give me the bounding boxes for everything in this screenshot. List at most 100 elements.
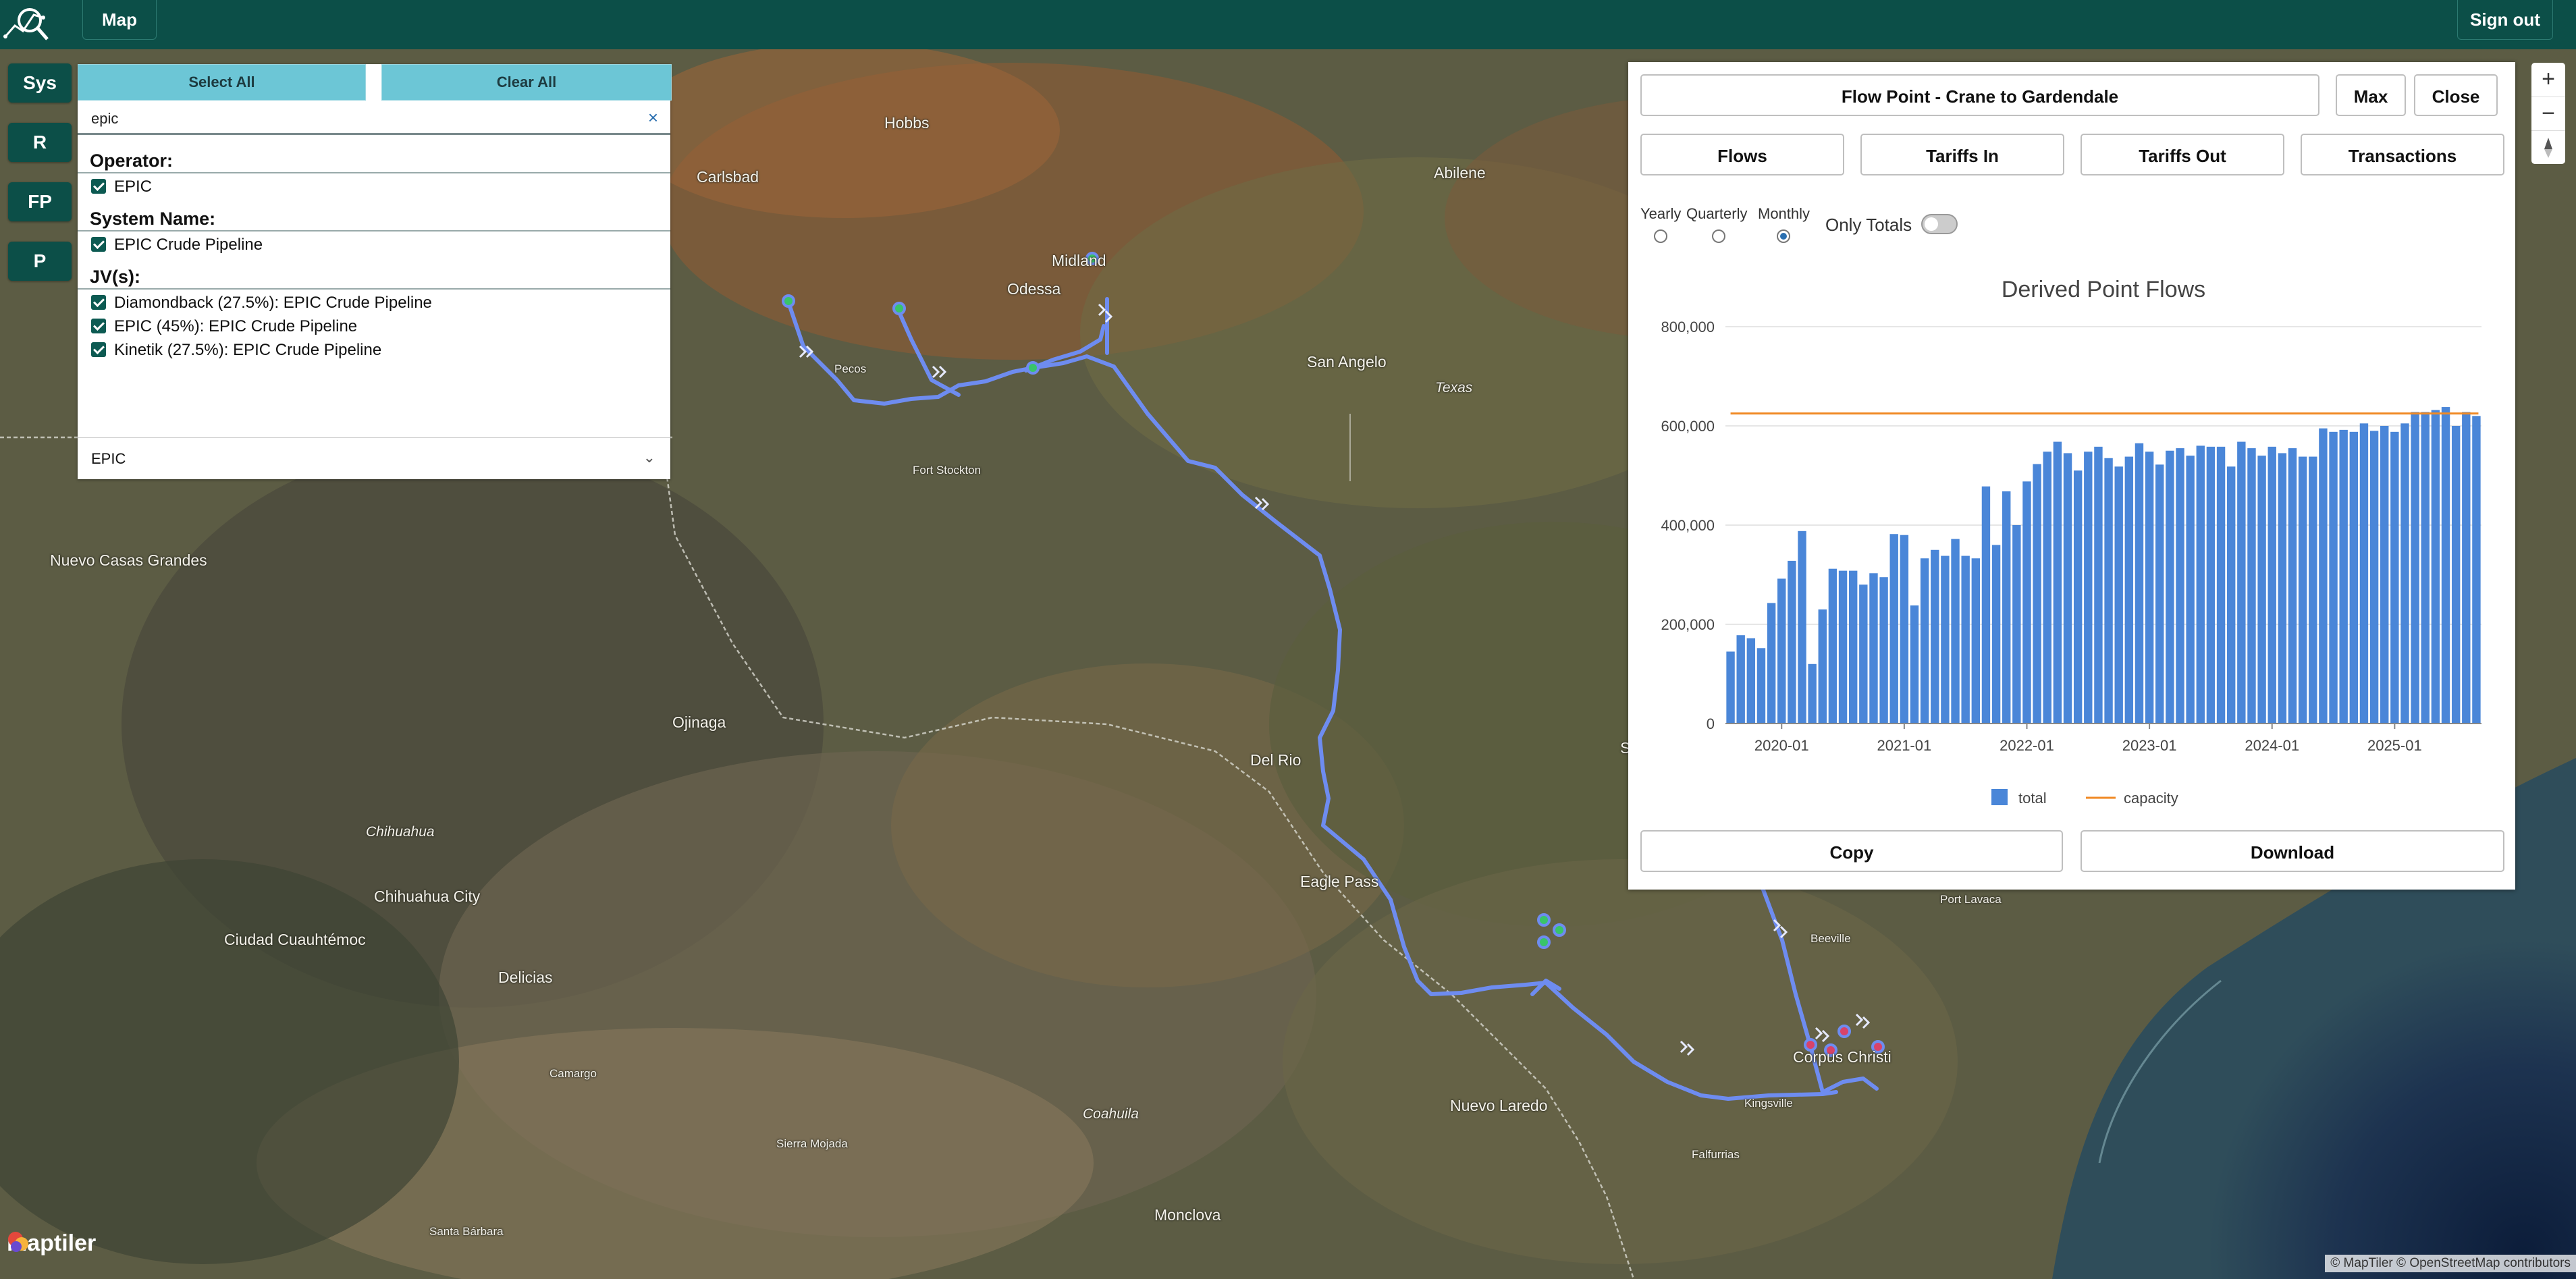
zoom-in-button[interactable]: + [2531, 63, 2565, 97]
system-divider [78, 230, 670, 232]
city-label-del-rio: Del Rio [1250, 751, 1302, 769]
checkbox-checked[interactable] [91, 319, 106, 333]
operator-divider [78, 172, 670, 173]
operator-item-label: EPIC [114, 178, 153, 196]
zoom-out-button[interactable]: − [2531, 97, 2565, 130]
app-logo-icon[interactable] [3, 3, 51, 46]
bar [2033, 464, 2041, 724]
jv-item-epic[interactable]: EPIC (45%): EPIC Crude Pipeline [91, 317, 357, 336]
city-label-monclova: Monclova [1154, 1206, 1221, 1224]
pipeline-nodes[interactable] [782, 252, 1885, 1057]
checkbox-checked[interactable] [91, 295, 106, 310]
bar [2472, 416, 2481, 724]
clear-search-icon[interactable]: × [647, 107, 658, 128]
y-tick-label: 0 [1707, 715, 1715, 732]
bar [2329, 431, 2338, 724]
map-canvas[interactable]: Hobbs Carlsbad Abilene Midland Odessa Pe… [0, 49, 2576, 1279]
bar [2441, 407, 2450, 724]
compass-button[interactable] [2531, 130, 2565, 164]
bar [1788, 560, 1796, 724]
top-bar: Map Sign out [0, 0, 2576, 49]
city-label-pecos: Pecos [834, 362, 867, 375]
operator-select-dropdown[interactable]: EPIC ⌄ [78, 437, 670, 480]
p-button[interactable]: P [8, 242, 72, 281]
flow-point-panel: Flow Point - Crane to Gardendale Max Clo… [1628, 62, 2515, 890]
flow-point-title-button[interactable]: Flow Point - Crane to Gardendale [1640, 74, 2319, 116]
operator-item-epic[interactable]: EPIC [91, 178, 152, 196]
r-button[interactable]: R [8, 123, 72, 162]
bar [1746, 638, 1756, 724]
tab-tariffs-out[interactable]: Tariffs Out [2081, 134, 2284, 175]
filter-search-input[interactable]: epic × [78, 103, 670, 135]
bar [2268, 446, 2276, 724]
y-tick-label: 800,000 [1661, 319, 1715, 335]
bar [1951, 539, 1960, 724]
bar [2196, 445, 2205, 724]
city-label-eagle-pass: Eagle Pass [1300, 873, 1379, 890]
bar [1859, 584, 1868, 724]
city-label-corpus-christi: Corpus Christi [1793, 1048, 1891, 1066]
maptiler-logo[interactable]: maptiler [7, 1230, 96, 1257]
maptiler-logo-icon [8, 1232, 28, 1252]
bar [2298, 456, 2307, 724]
bar [1838, 570, 1848, 724]
checkbox-checked[interactable] [91, 342, 106, 357]
checkbox-checked[interactable] [91, 179, 106, 194]
sys-button[interactable]: Sys [8, 63, 72, 103]
bar [2206, 446, 2216, 724]
bar [2166, 450, 2174, 724]
bar [2226, 466, 2236, 724]
map-attribution[interactable]: © MapTiler © OpenStreetMap contributors [2325, 1255, 2576, 1272]
bar [2176, 448, 2184, 724]
bar [2084, 452, 2093, 724]
tab-flows[interactable]: Flows [1640, 134, 1844, 175]
bar [2073, 470, 2083, 724]
bar [2012, 525, 2021, 724]
chevron-down-icon: ⌄ [643, 449, 655, 466]
city-label-sierra-mojada: Sierra Mojada [776, 1137, 848, 1150]
system-item-epic-crude[interactable]: EPIC Crude Pipeline [91, 236, 263, 254]
select-all-button[interactable]: Select All [78, 64, 366, 101]
bar [2094, 446, 2103, 724]
jv-divider [78, 288, 670, 290]
radio-yearly[interactable] [1654, 229, 1667, 243]
bar [2380, 426, 2389, 724]
bar [1777, 578, 1786, 724]
system-name-heading: System Name: [90, 209, 216, 229]
state-label-coahuila: Coahuila [1083, 1106, 1139, 1122]
bar [2114, 466, 2123, 724]
city-label-ojinaga: Ojinaga [672, 713, 726, 731]
city-label-ciudad-cuauhtemoc: Ciudad Cuauhtémoc [224, 931, 366, 948]
x-tick-label: 2024-01 [2245, 737, 2299, 754]
sign-out-button[interactable]: Sign out [2457, 0, 2553, 40]
jv-item-label: Diamondback (27.5%): EPIC Crude Pipeline [114, 294, 432, 312]
bar [2390, 431, 2399, 724]
fp-button[interactable]: FP [8, 182, 72, 221]
city-label-midland: Midland [1052, 252, 1106, 269]
filter-panel: Select All Clear All epic × Operator: EP… [78, 64, 672, 480]
city-label-chihuahua-city: Chihuahua City [374, 888, 481, 905]
jv-item-diamondback[interactable]: Diamondback (27.5%): EPIC Crude Pipeline [91, 294, 432, 312]
radio-monthly[interactable] [1777, 229, 1790, 243]
city-label-delicias: Delicias [498, 969, 553, 986]
bar [2063, 453, 2072, 724]
city-label-falfurrias: Falfurrias [1692, 1148, 1740, 1161]
tab-transactions[interactable]: Transactions [2301, 134, 2504, 175]
max-button[interactable]: Max [2336, 74, 2406, 116]
jv-item-kinetik[interactable]: Kinetik (27.5%): EPIC Crude Pipeline [91, 341, 381, 360]
only-totals-toggle[interactable] [1921, 214, 1958, 234]
radio-quarterly[interactable] [1712, 229, 1725, 243]
city-label-nuevo-casas-grandes: Nuevo Casas Grandes [50, 551, 207, 569]
copy-button[interactable]: Copy [1640, 830, 2063, 872]
clear-all-button[interactable]: Clear All [381, 64, 672, 101]
download-button[interactable]: Download [2081, 830, 2504, 872]
period-label-quarterly: Quarterly [1686, 205, 1748, 222]
bar [1941, 555, 1950, 724]
checkbox-checked[interactable] [91, 237, 106, 252]
city-label-port-lavaca: Port Lavaca [1940, 893, 2002, 906]
bar [1756, 648, 1766, 724]
map-nav-button[interactable]: Map [82, 0, 157, 40]
tab-tariffs-in[interactable]: Tariffs In [1860, 134, 2064, 175]
close-button[interactable]: Close [2414, 74, 2498, 116]
city-label-carlsbad: Carlsbad [697, 168, 759, 186]
